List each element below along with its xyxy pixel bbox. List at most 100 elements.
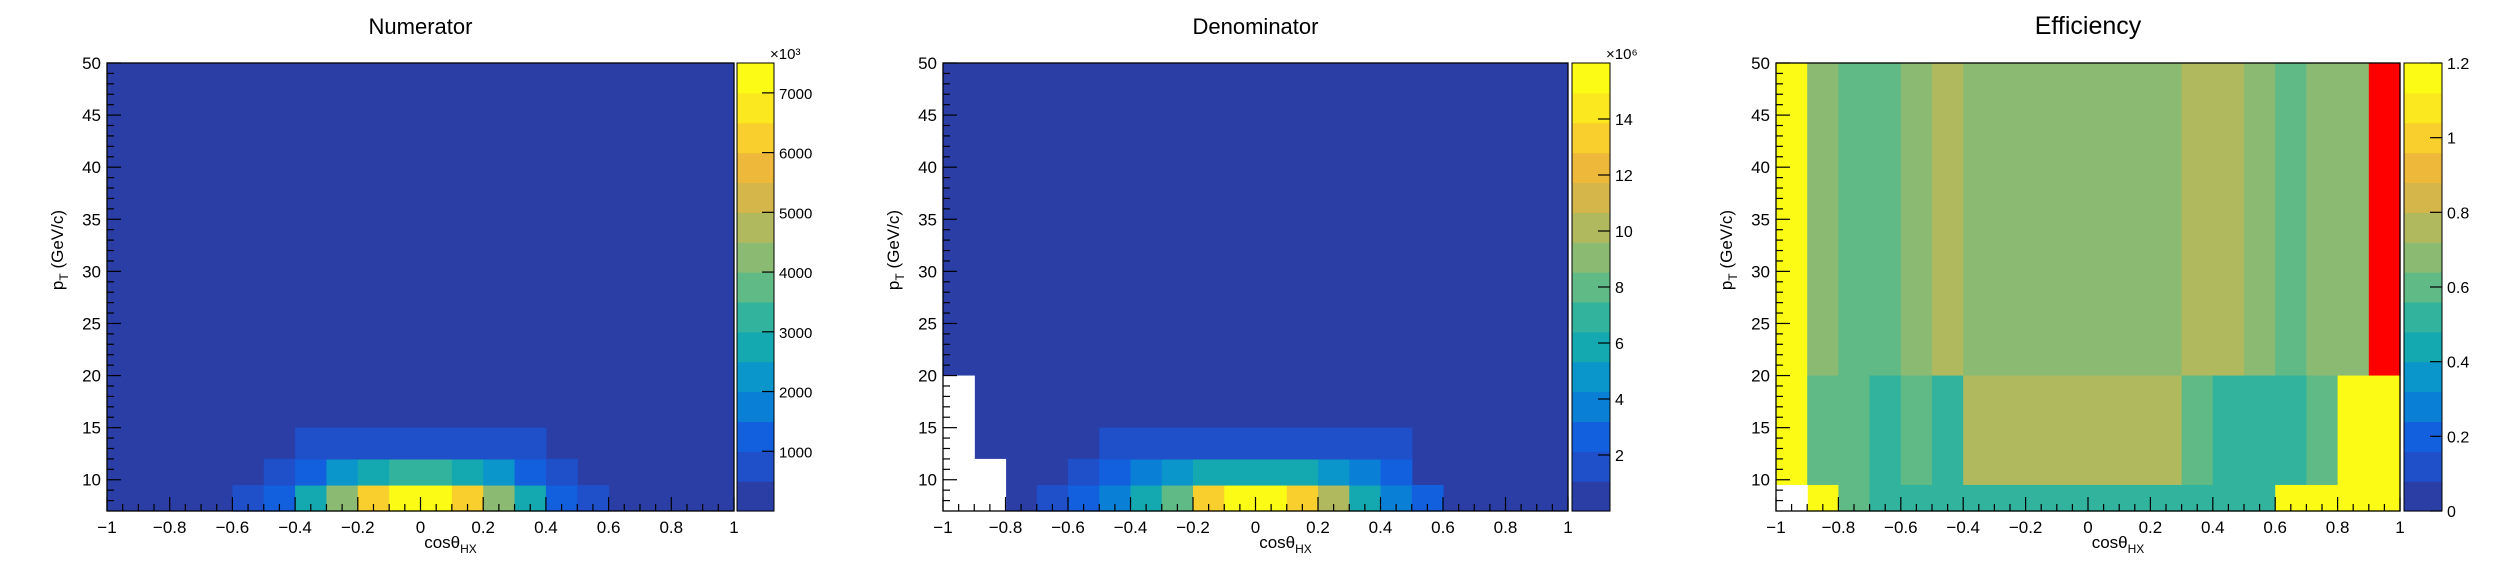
y-tick-label: 30 (1751, 262, 1770, 281)
colorbar-band (1572, 92, 1610, 124)
y-tick-label: 10 (1751, 471, 1770, 490)
x-tick-label: 0.8 (2326, 518, 2350, 537)
x-tick-label: −1 (933, 518, 952, 537)
x-tick-label: 1 (2395, 518, 2404, 537)
heatmap-cell (1286, 458, 1319, 486)
colorbar-band (737, 152, 774, 184)
x-tick-label: 0.4 (1369, 518, 1393, 537)
x-tick-label: 0.6 (1431, 518, 1455, 537)
x-tick-label: 0.6 (597, 518, 621, 537)
colorbar-band (1572, 152, 1610, 184)
y-axis-label-unit: (GeV/c) (1717, 210, 1736, 273)
x-tick-label: 0.6 (2263, 518, 2287, 537)
y-tick-label: 40 (82, 158, 101, 177)
colorbar-tick-label: 1000 (779, 444, 812, 461)
y-tick-label: 45 (918, 106, 937, 125)
chart-title: Efficiency (2035, 12, 2142, 40)
x-axis-label: cosθHX (1259, 533, 1312, 556)
colorbar-band (1572, 481, 1610, 512)
x-tick-label: −0.2 (2009, 518, 2043, 537)
colorbar-band (2404, 152, 2442, 184)
chart-panel-2: −1 −0.8 −0.6 −0.4 −0.2 0 0.2 0.4 0.6 0.8 110152025… (884, 14, 1638, 556)
heatmap-cell (263, 458, 296, 486)
x-tick-label: −0.6 (1884, 518, 1918, 537)
heatmap-cell (1224, 458, 1257, 486)
heatmap-cell (2368, 63, 2401, 377)
colorbar-band (2404, 331, 2442, 363)
x-tick-label: −1 (1766, 518, 1785, 537)
heatmap-cell (2244, 375, 2276, 486)
y-tick-label: 15 (918, 419, 937, 438)
y-axis-label-main: p (884, 281, 903, 290)
colorbar-tick-label: 6 (1615, 336, 1624, 353)
colorbar-tick-label: 6000 (779, 146, 812, 163)
heatmap-cell (389, 458, 422, 486)
colorbar-tick-label: 14 (1615, 112, 1633, 129)
y-axis-label: pT (GeV/c) (48, 210, 71, 290)
x-axis-label: cosθHX (424, 533, 477, 556)
colorbar-band (2404, 481, 2442, 512)
y-tick-label: 35 (1751, 210, 1770, 229)
colorbar-tick-label: 7000 (779, 86, 812, 103)
colorbar-tick-label: 0.6 (2447, 280, 2469, 297)
y-axis-label-sub: T (893, 273, 907, 281)
colorbar-band (1572, 361, 1610, 393)
y-tick-label: 20 (918, 367, 937, 386)
y-tick-label: 20 (1751, 367, 1770, 386)
x-tick-label: −0.8 (153, 518, 187, 537)
colorbar-tick-label: 4000 (779, 265, 812, 282)
heatmap-cell (295, 458, 328, 486)
colorbar-band (1572, 122, 1610, 154)
colorbar-band (737, 242, 774, 273)
x-tick-label: 0.2 (1306, 518, 1330, 537)
heatmap-cell (1807, 63, 1839, 377)
x-axis-label-sub: HX (460, 542, 477, 556)
colorbar-band (2404, 391, 2442, 422)
x-tick-label: 0.4 (2201, 518, 2225, 537)
heatmap-cell (2181, 63, 2245, 377)
y-axis-label: pT (GeV/c) (1717, 210, 1740, 290)
x-tick-label: −0.2 (1176, 518, 1210, 537)
heatmap-cell (2306, 375, 2339, 486)
y-tick-label: 50 (1751, 54, 1770, 73)
colorbar-band (1572, 451, 1610, 482)
y-tick-label: 10 (918, 471, 937, 490)
heatmap-cell (1193, 458, 1225, 486)
colorbar-tick-label: 0.8 (2447, 205, 2469, 222)
colorbar: 0 0.2 0.4 0.6 0.8 1 1.2 (2403, 56, 2469, 521)
colorbar-band (1572, 242, 1610, 273)
y-axis-label-sub: T (57, 273, 71, 281)
y-axis-label-main: p (48, 281, 67, 290)
x-tick-label: 1 (1563, 518, 1572, 537)
colorbar-band (1572, 421, 1610, 452)
heatmap-cell (2337, 375, 2401, 486)
colorbar-band (737, 451, 774, 482)
x-tick-label: 0.8 (659, 518, 683, 537)
colorbar-frame (736, 62, 775, 512)
colorbar-band (737, 361, 774, 393)
heatmap-cell (1099, 458, 1132, 486)
heatmap-empty-cell (974, 458, 1007, 512)
y-axis-label-sub: T (1726, 273, 1740, 281)
x-tick-label: −0.8 (989, 518, 1023, 537)
chart-title: Numerator (369, 14, 473, 39)
x-tick-label: −1 (97, 518, 116, 537)
heatmap-cell (514, 458, 547, 486)
y-tick-label: 40 (1751, 158, 1770, 177)
colorbar: 2 4 6 8 10 12 14 ×10⁶ (1571, 46, 1638, 512)
colorbar-tick-label: 12 (1615, 168, 1633, 185)
colorbar-band (2404, 242, 2442, 273)
y-tick-label: 25 (918, 314, 937, 333)
heatmap-cell (1776, 375, 1808, 486)
x-tick-label: −0.6 (216, 518, 250, 537)
colorbar-band (737, 272, 774, 303)
y-tick-label: 35 (82, 210, 101, 229)
heatmap-cell (1099, 427, 1413, 460)
colorbar-band (2404, 92, 2442, 124)
x-tick-label: 0 (416, 518, 425, 537)
colorbar-tick-label: 0.4 (2447, 355, 2469, 372)
heatmap-cell (2275, 375, 2307, 486)
y-tick-label: 20 (82, 367, 101, 386)
x-tick-label: 0 (2083, 518, 2092, 537)
